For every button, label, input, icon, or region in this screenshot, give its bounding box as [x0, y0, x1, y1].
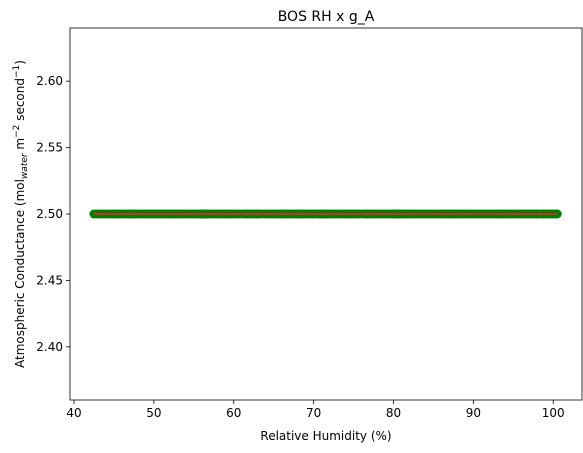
- y-tick-label: 2.60: [36, 74, 63, 88]
- y-axis-label-sup2: −1: [12, 65, 22, 78]
- plot-area: [89, 209, 562, 219]
- x-tick-label: 40: [66, 406, 81, 420]
- chart-title: BOS RH x g_A: [278, 9, 375, 25]
- x-tick-label: 70: [306, 406, 321, 420]
- y-axis-label-middle: m: [13, 138, 27, 154]
- x-tick-label: 60: [226, 406, 241, 420]
- x-axis: 40 50 60 70 80 90 100: [66, 400, 565, 420]
- y-axis: 2.40 2.45 2.50 2.55 2.60: [36, 74, 70, 354]
- y-tick-label: 2.40: [36, 340, 63, 354]
- y-axis-label-sup1: −2: [12, 125, 22, 138]
- x-tick-label: 50: [146, 406, 161, 420]
- y-axis-label-subscript: water: [20, 152, 30, 179]
- y-axis-label-prefix: Atmospheric Conductance (mol: [13, 179, 27, 368]
- y-tick-label: 2.50: [36, 207, 63, 221]
- y-tick-label: 2.45: [36, 273, 63, 287]
- x-axis-label: Relative Humidity (%): [260, 429, 391, 443]
- y-axis-label-middle2: second: [13, 78, 27, 125]
- y-tick-label: 2.55: [36, 141, 63, 155]
- y-axis-label: Atmospheric Conductance (molwater m−2 se…: [12, 60, 30, 368]
- x-tick-label: 100: [542, 406, 565, 420]
- y-axis-label-suffix: ): [13, 60, 27, 65]
- x-tick-label: 90: [466, 406, 481, 420]
- x-tick-label: 80: [386, 406, 401, 420]
